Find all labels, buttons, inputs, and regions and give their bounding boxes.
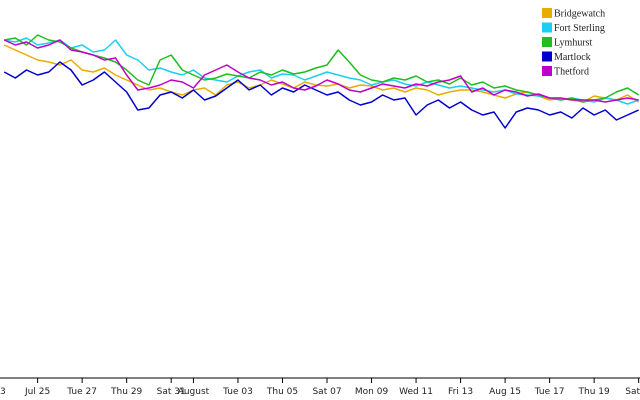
line-series	[3, 61, 639, 129]
x-tick-label: Jul 25	[24, 387, 50, 397]
x-tick-label: Thu 05	[266, 387, 298, 397]
x-tick-label: Sat 07	[312, 387, 341, 397]
legend-label: Fort Sterling	[554, 23, 605, 34]
legend-swatch	[542, 66, 552, 76]
x-tick-label: 3	[0, 387, 6, 397]
x-tick-label: Tue 03	[222, 387, 253, 397]
x-tick-label: Fri 13	[448, 387, 473, 397]
x-tick-label: Thu 29	[110, 387, 142, 397]
x-tick-label: August	[178, 387, 210, 397]
x-tick-label: Wed 11	[399, 387, 433, 397]
legend-label: Thetford	[554, 66, 589, 77]
x-tick-label: Sat	[625, 387, 640, 397]
x-tick-label: Tue 27	[66, 387, 97, 397]
line-series	[3, 39, 639, 103]
line-series	[4, 34, 640, 103]
legend-label: Lymhurst	[554, 37, 593, 48]
legend-swatch	[542, 22, 552, 33]
legend-swatch	[542, 37, 552, 47]
x-tick-label: Aug 15	[489, 387, 521, 397]
legend-label: Martlock	[554, 52, 591, 63]
legend-swatch	[542, 8, 552, 18]
legend-label: Bridgewatch	[554, 8, 605, 19]
legend-swatch	[542, 51, 552, 62]
x-tick-label: Thu 19	[578, 387, 610, 397]
x-tick-label: Mon 09	[355, 387, 389, 397]
x-tick-label: Tue 17	[534, 387, 565, 397]
x-tick-label: Sat 31	[157, 387, 186, 397]
